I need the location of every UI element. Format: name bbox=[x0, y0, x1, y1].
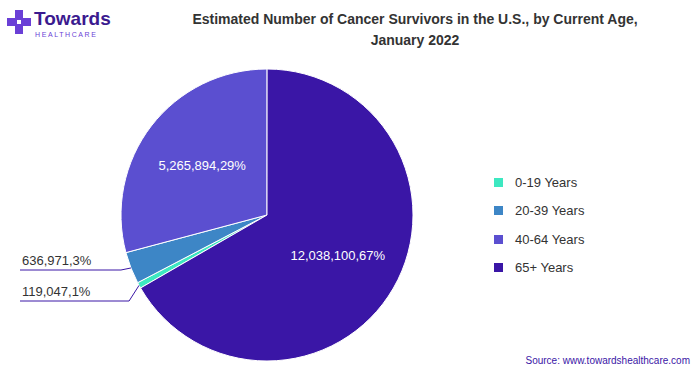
svg-text:5,265,894,29%: 5,265,894,29% bbox=[158, 158, 246, 173]
svg-text:119,047,1%: 119,047,1% bbox=[22, 284, 91, 299]
html-text:65+ Years: 65+ Years bbox=[515, 260, 574, 276]
html-text:HEALTHCARE: HEALTHCARE bbox=[35, 31, 98, 38]
html-text:Source: www.towardshealthcare.: Source: www.towardshealthcare.com bbox=[525, 355, 690, 366]
html-text:Towards: Towards bbox=[34, 8, 111, 29]
svg-text:12,038,100,67%: 12,038,100,67% bbox=[290, 248, 385, 263]
svg-text:636,971,3%: 636,971,3% bbox=[22, 253, 92, 268]
html-text:40-64 Years: 40-64 Years bbox=[515, 231, 585, 247]
html-text:20-39 Years: 20-39 Years bbox=[515, 203, 585, 219]
html-text:0-19 Years: 0-19 Years bbox=[515, 174, 578, 190]
html-text:Estimated Number of Cancer Sur: Estimated Number of Cancer Survivors in … bbox=[192, 11, 638, 48]
